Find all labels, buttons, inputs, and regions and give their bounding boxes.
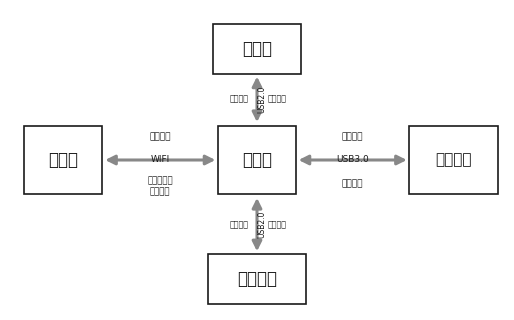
Text: 图像信息: 图像信息 xyxy=(342,179,363,188)
FancyBboxPatch shape xyxy=(218,125,296,195)
Text: 移动平台: 移动平台 xyxy=(237,270,277,288)
Text: 控制指令: 控制指令 xyxy=(150,132,171,141)
Text: 状态控制: 状态控制 xyxy=(342,132,363,141)
FancyBboxPatch shape xyxy=(213,24,301,74)
Text: 机械臂: 机械臂 xyxy=(242,40,272,58)
Text: 深度相机: 深度相机 xyxy=(435,153,472,167)
Text: 轨迹规划: 轨迹规划 xyxy=(230,95,249,104)
FancyBboxPatch shape xyxy=(24,125,102,195)
Text: 上位机: 上位机 xyxy=(48,151,78,169)
FancyBboxPatch shape xyxy=(208,254,306,304)
Text: 轨迹规划: 轨迹规划 xyxy=(230,220,249,229)
Text: 姿态信息: 姿态信息 xyxy=(268,95,287,104)
Text: USB2.0: USB2.0 xyxy=(258,211,266,238)
FancyBboxPatch shape xyxy=(409,125,498,195)
Text: 状态信息、
图像信息: 状态信息、 图像信息 xyxy=(148,177,173,197)
Text: 位置信息: 位置信息 xyxy=(268,220,287,229)
Text: USB2.0: USB2.0 xyxy=(258,86,266,113)
Text: WIFI: WIFI xyxy=(151,156,170,164)
Text: 工控机: 工控机 xyxy=(242,151,272,169)
Text: USB3.0: USB3.0 xyxy=(336,156,369,164)
